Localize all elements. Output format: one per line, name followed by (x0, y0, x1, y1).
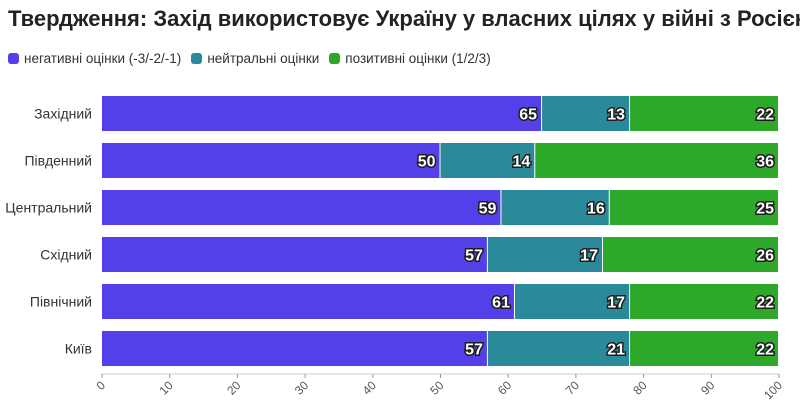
x-tick-label: 100 (761, 378, 785, 402)
legend-item-neutral[interactable]: нейтральні оцінки (191, 51, 319, 66)
bar-negative (102, 190, 501, 225)
bar-neutral (487, 331, 630, 366)
data-label-positive: 36 (756, 154, 774, 171)
legend-label-positive: позитивні оцінки (1/2/3) (345, 51, 491, 66)
legend-item-positive[interactable]: позитивні оцінки (1/2/3) (329, 51, 491, 66)
category-label: Київ (65, 341, 92, 357)
x-tick-label: 70 (563, 378, 583, 398)
x-tick-label: 40 (360, 378, 380, 398)
category-label: Східний (40, 247, 92, 263)
category-label: Центральний (5, 200, 92, 216)
bar-negative (102, 96, 542, 131)
x-tick-label: 0 (93, 378, 108, 393)
data-label-neutral: 21 (607, 342, 625, 359)
category-label: Західний (34, 106, 92, 122)
bar-positive (630, 284, 778, 319)
bar-neutral (501, 190, 609, 225)
x-tick-label: 90 (698, 378, 718, 398)
legend-swatch-positive (329, 53, 341, 64)
bar-neutral (542, 96, 630, 131)
data-label-positive: 25 (756, 201, 774, 218)
data-label-negative: 57 (465, 248, 483, 265)
data-label-negative: 65 (519, 107, 537, 124)
data-label-negative: 59 (479, 201, 497, 218)
data-label-positive: 22 (756, 107, 774, 124)
data-label-negative: 50 (418, 154, 436, 171)
chart-title: Твердження: Захід використовує Україну у… (8, 6, 800, 31)
data-label-neutral: 17 (607, 295, 625, 312)
x-tick-label: 60 (495, 378, 515, 398)
x-tick-label: 80 (630, 378, 650, 398)
legend-label-negative: негативні оцінки (-3/-2/-1) (24, 51, 182, 66)
bar-negative (102, 143, 440, 178)
bar-positive (609, 190, 778, 225)
bar-negative (102, 331, 487, 366)
legend-swatch-negative (8, 53, 19, 64)
bar-negative (102, 237, 487, 272)
data-label-positive: 22 (756, 342, 774, 359)
legend-label-neutral: нейтральні оцінки (207, 51, 320, 66)
x-tick-label: 10 (156, 378, 176, 398)
bar-neutral (440, 143, 535, 178)
category-label: Північний (30, 294, 92, 310)
bar-positive (630, 331, 778, 366)
category-label: Південний (24, 153, 92, 169)
legend: негативні оцінки (-3/-2/-1) нейтральні о… (8, 51, 501, 66)
x-tick-label: 50 (427, 378, 447, 398)
data-label-positive: 22 (756, 295, 774, 312)
data-label-neutral: 17 (580, 248, 598, 265)
data-label-negative: 57 (465, 342, 483, 359)
data-label-neutral: 14 (512, 154, 530, 171)
data-label-neutral: 13 (607, 107, 625, 124)
bar-neutral (487, 237, 602, 272)
bar-positive (630, 96, 778, 131)
data-label-neutral: 16 (587, 201, 605, 218)
bar-neutral (514, 284, 630, 319)
x-tick-label: 20 (224, 378, 244, 398)
bar-positive (602, 237, 778, 272)
legend-item-negative[interactable]: негативні оцінки (-3/-2/-1) (8, 51, 181, 66)
legend-swatch-neutral (191, 53, 203, 64)
bar-negative (102, 284, 514, 319)
data-label-positive: 26 (756, 248, 774, 265)
data-label-negative: 61 (492, 295, 510, 312)
bar-positive (535, 143, 778, 178)
x-tick-label: 30 (292, 378, 312, 398)
